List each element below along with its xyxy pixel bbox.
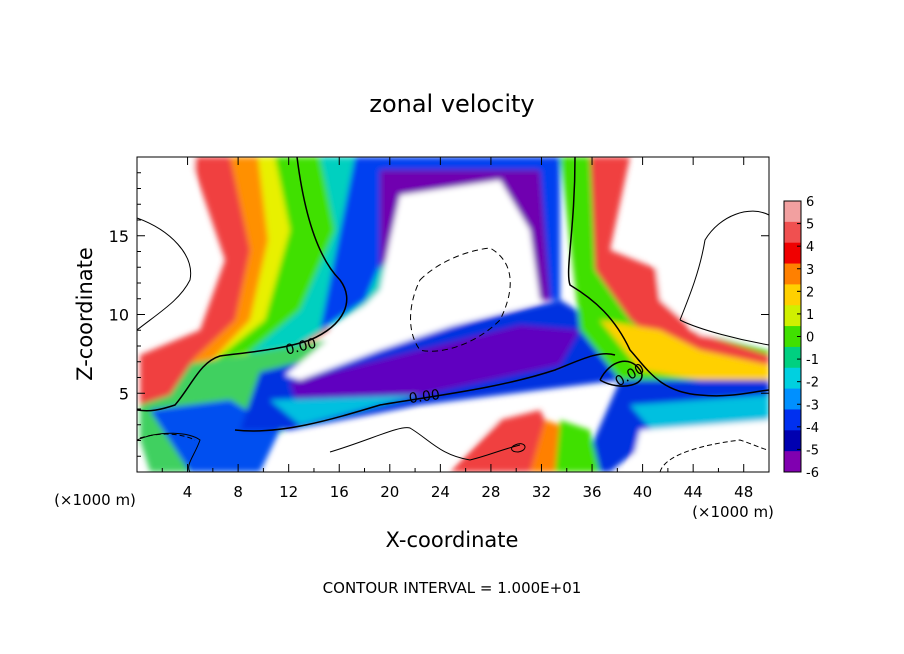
x-tick-label: 12 bbox=[279, 483, 298, 501]
x-axis: 4 8 12 16 20 24 28 32 36 40 44 48 bbox=[161, 157, 753, 501]
x-tick-label: 32 bbox=[532, 483, 551, 501]
x-tick-label: 4 bbox=[183, 483, 193, 501]
field-white-core bbox=[285, 180, 540, 380]
field-band-diagonal-jet-cyan bbox=[270, 395, 420, 425]
field-band-lower-centre-green bbox=[555, 420, 600, 472]
y-axis: 5 10 15 bbox=[109, 172, 769, 457]
contour-lower-left-dashed bbox=[139, 433, 196, 441]
x-tick-label: 44 bbox=[684, 483, 703, 501]
colorbar-tick-label: -5 bbox=[806, 443, 819, 458]
x-axis-label: X-coordinate bbox=[386, 528, 519, 552]
zero-contour-left-plume bbox=[137, 157, 348, 412]
x-tick-label: 24 bbox=[431, 483, 450, 501]
y-axis-label: Z-coordinate bbox=[73, 247, 97, 381]
colorbar-swatch bbox=[784, 346, 801, 369]
y-unit-label: (×1000 m) bbox=[54, 491, 136, 509]
colorbar-swatch bbox=[784, 305, 801, 327]
contour-label-1: 0.00 bbox=[284, 336, 318, 359]
y-tick-label: 15 bbox=[109, 227, 129, 246]
colorbar-tick-label: -4 bbox=[806, 421, 819, 436]
colorbar-swatch bbox=[784, 367, 801, 390]
velocity-field bbox=[137, 157, 769, 472]
colorbar-swatch bbox=[784, 430, 801, 452]
field-white-upper-right bbox=[640, 157, 769, 345]
colorbar-tick-label: -2 bbox=[806, 376, 819, 391]
colorbar-swatch bbox=[784, 263, 801, 285]
colorbar: 6 5 4 3 2 1 0 -1 -2 -3 -4 -5 -6 bbox=[783, 195, 819, 481]
colorbar-tick-label: 3 bbox=[806, 263, 814, 278]
field-band-lower-left-red bbox=[140, 350, 200, 405]
field-white-lower-right bbox=[630, 420, 769, 472]
field-band-right-red bbox=[590, 157, 769, 375]
contour-upper-left bbox=[137, 217, 192, 331]
contour-dashed-core bbox=[410, 247, 511, 352]
colorbar-tick-label: -3 bbox=[806, 398, 819, 413]
colorbar-tick-label: 4 bbox=[806, 240, 814, 255]
x-tick-label: 36 bbox=[582, 483, 601, 501]
contour-interval-note: CONTOUR INTERVAL = 1.000E+01 bbox=[323, 579, 582, 597]
contour-lower-right-dashed bbox=[659, 439, 769, 472]
contour-upper-right bbox=[679, 210, 769, 346]
x-tick-label: 40 bbox=[633, 483, 652, 501]
colorbar-tick-label: 2 bbox=[806, 285, 814, 300]
x-tick-label: 16 bbox=[330, 483, 349, 501]
zero-contour-diagonal bbox=[234, 352, 616, 432]
contour-lines bbox=[137, 157, 769, 472]
field-white-lower-left bbox=[300, 415, 500, 472]
contour-lower-centre-ring bbox=[511, 443, 526, 453]
colorbar-swatch bbox=[784, 221, 801, 244]
y-tick-label: 5 bbox=[119, 384, 129, 403]
colorbar-swatch bbox=[784, 284, 801, 306]
plot-area: 0.00 0.00 0.00 bbox=[136, 156, 770, 473]
colorbar-tick-label: 0 bbox=[806, 331, 814, 346]
x-tick-label: 20 bbox=[380, 483, 399, 501]
colorbar-tick-label: 6 bbox=[806, 195, 814, 210]
colorbar-tick-label: 5 bbox=[806, 218, 814, 233]
colorbar-tick-label: 1 bbox=[806, 308, 814, 323]
colorbar-swatch bbox=[784, 201, 801, 223]
colorbar-swatch bbox=[784, 409, 801, 431]
x-tick-label: 8 bbox=[233, 483, 243, 501]
field-band-diagonal-jet-core bbox=[290, 325, 580, 415]
chart-title: zonal velocity bbox=[369, 90, 534, 118]
contour-label-2: 0.00 bbox=[408, 387, 441, 407]
colorbar-tick-label: -6 bbox=[806, 466, 819, 481]
field-white-upper-left bbox=[137, 157, 195, 330]
colorbar-swatch bbox=[784, 451, 801, 473]
zero-contour-right bbox=[567, 157, 769, 397]
x-tick-label: 48 bbox=[734, 483, 753, 501]
contour-lower-centre bbox=[329, 427, 521, 461]
colorbar-swatch bbox=[784, 242, 801, 265]
colorbar-swatch bbox=[784, 326, 801, 348]
x-tick-label: 28 bbox=[481, 483, 500, 501]
x-unit-label: (×1000 m) bbox=[692, 503, 774, 521]
colorbar-swatch bbox=[784, 388, 801, 410]
colorbar-tick-label: -1 bbox=[806, 353, 819, 368]
zero-contour-right-loop bbox=[599, 360, 643, 387]
y-tick-label: 10 bbox=[109, 306, 129, 325]
